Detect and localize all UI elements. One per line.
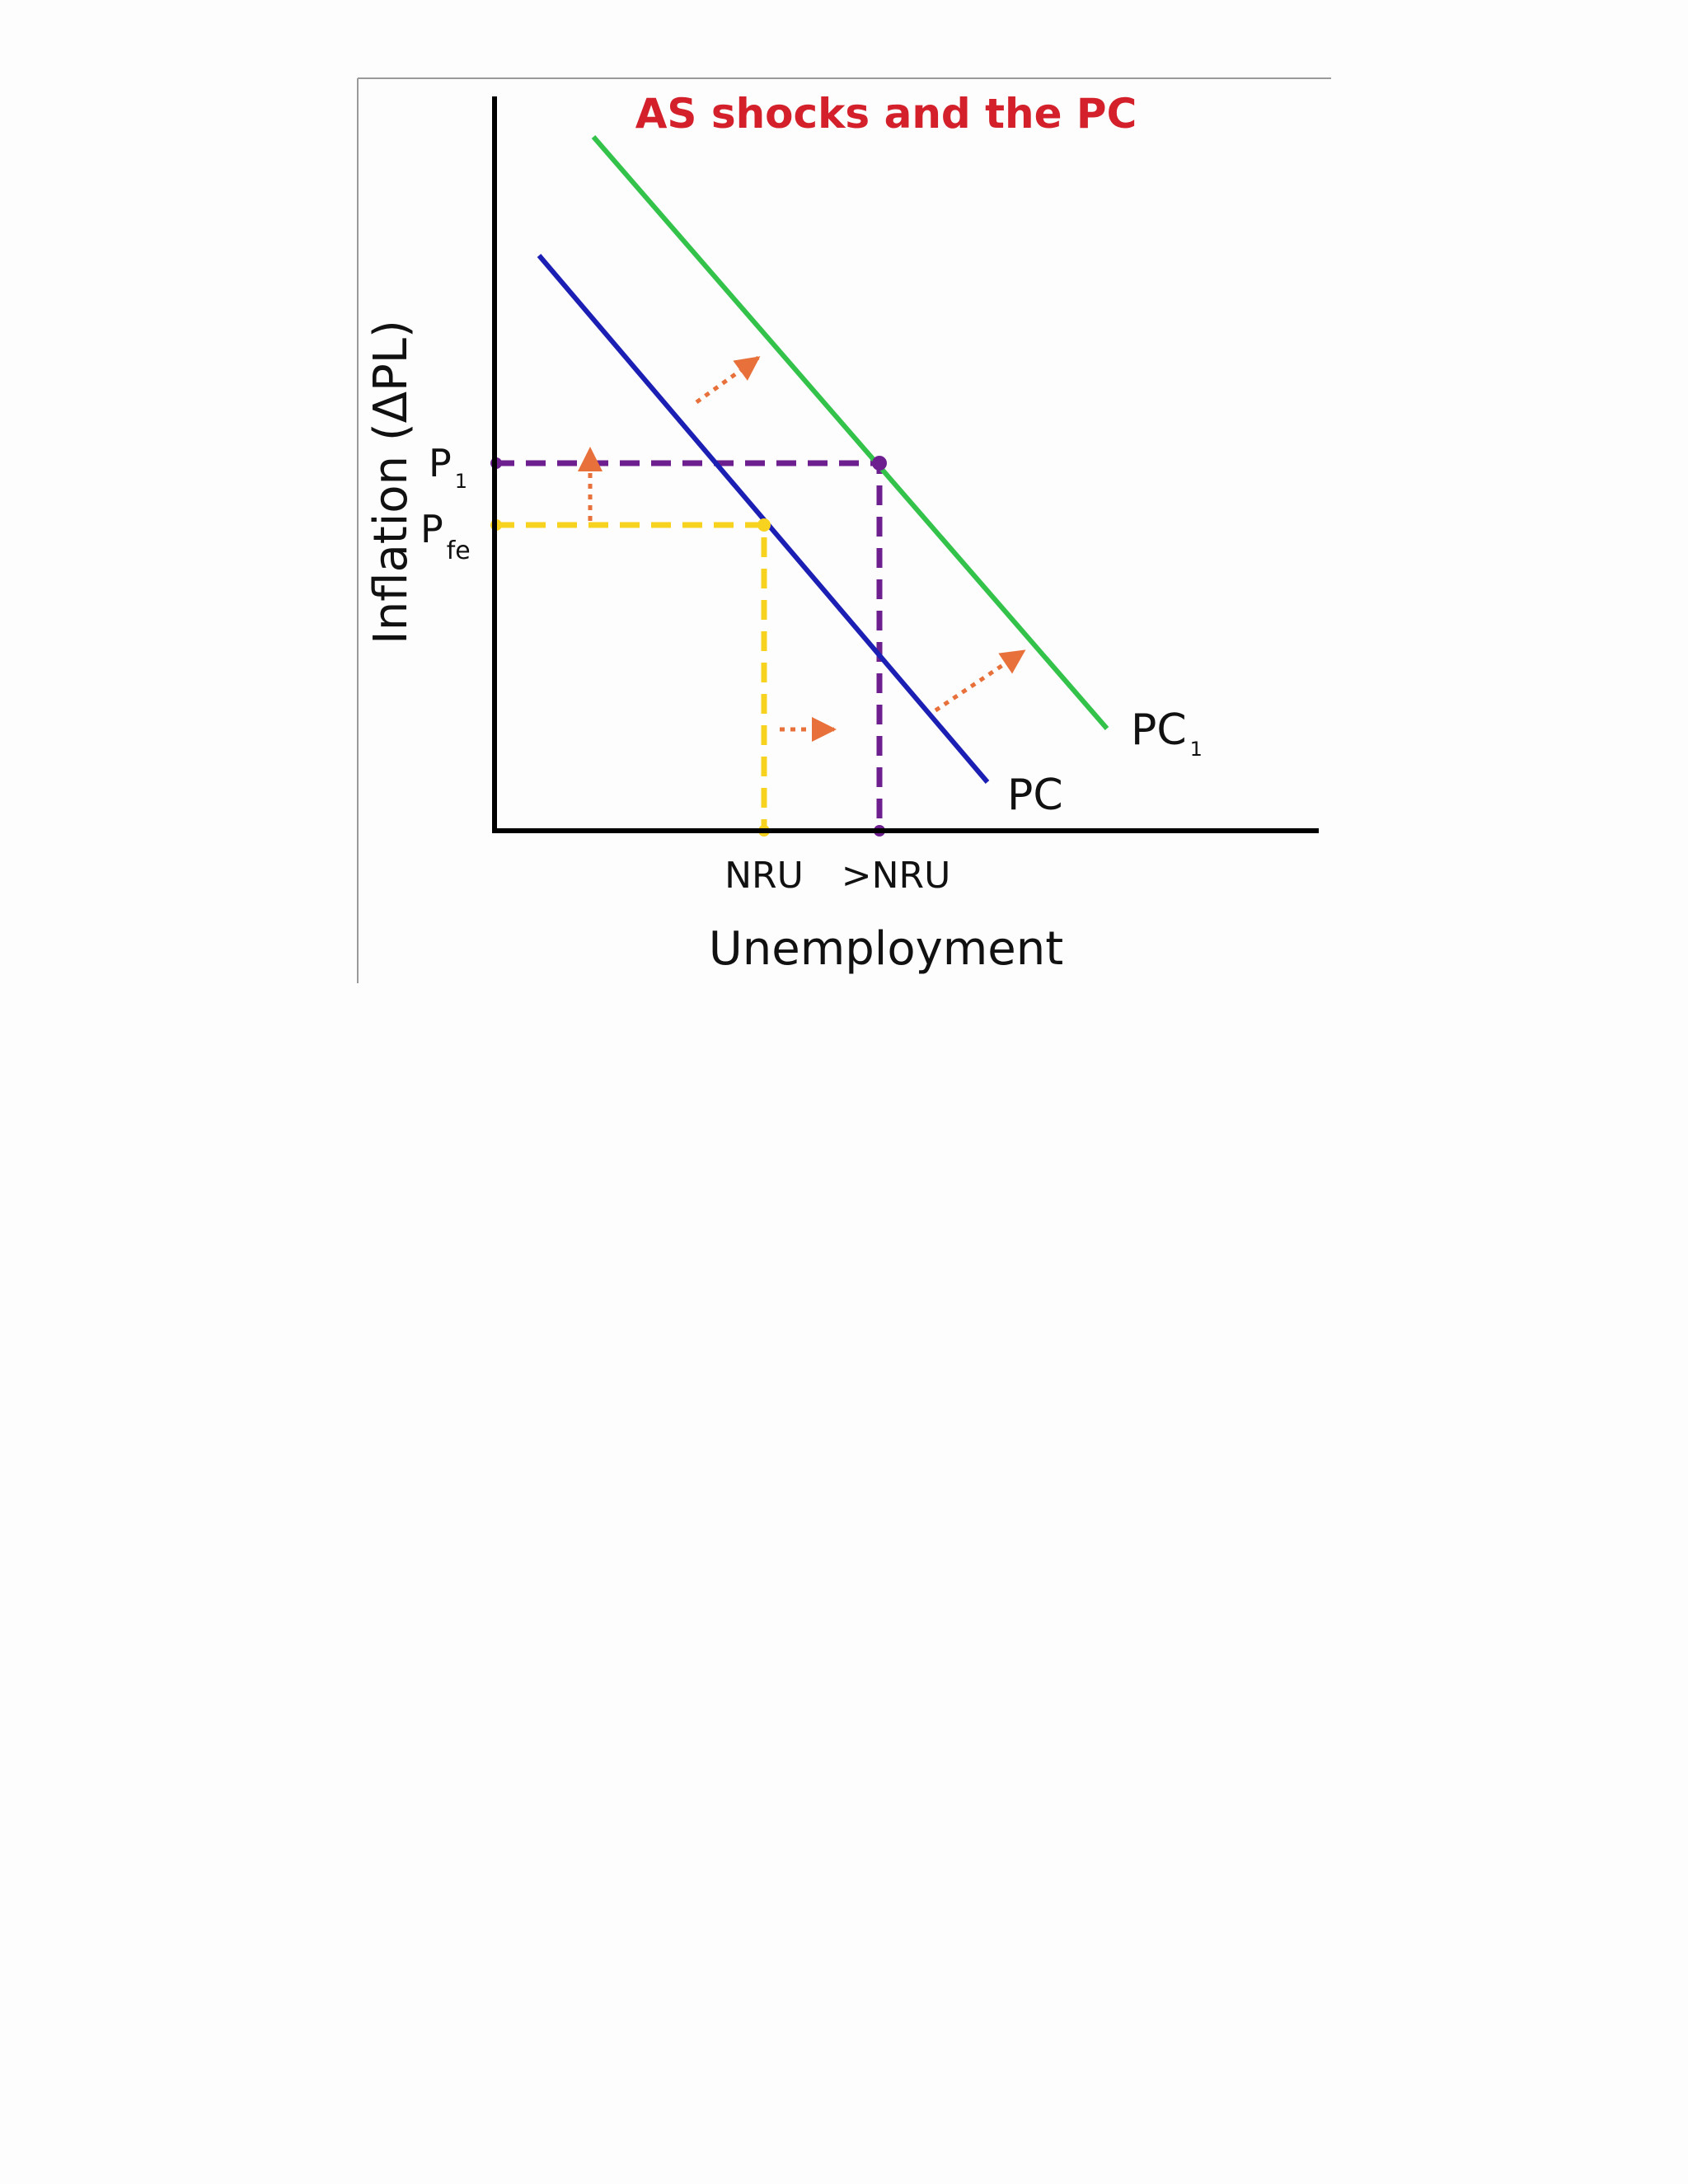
curves xyxy=(537,135,1109,784)
point-p1-equilibrium xyxy=(872,456,887,471)
y-axis-label: Inflation (ΔPL) xyxy=(364,320,418,644)
point-pfe-equilibrium xyxy=(757,518,771,532)
x-tick-label-gt-nru: >NRU xyxy=(842,855,951,897)
x-axis-label: Unemployment xyxy=(709,922,1063,976)
reference-line-p1-gtnru xyxy=(495,460,883,831)
chart-title: AS shocks and the PC xyxy=(635,90,1137,138)
shift-arrow-upper xyxy=(695,355,761,405)
reference-lines xyxy=(490,457,885,837)
shift-arrow-lower xyxy=(934,649,1026,713)
x-tick-label-nru: NRU xyxy=(724,855,804,897)
reference-line-pfe-nru xyxy=(495,522,767,831)
series-label-pc1: PC 1 xyxy=(1131,705,1203,761)
shift-arrows xyxy=(578,355,1026,742)
axes xyxy=(492,96,1319,833)
series-label-pc: PC xyxy=(1007,771,1063,820)
series-line-pc1 xyxy=(591,135,1109,730)
